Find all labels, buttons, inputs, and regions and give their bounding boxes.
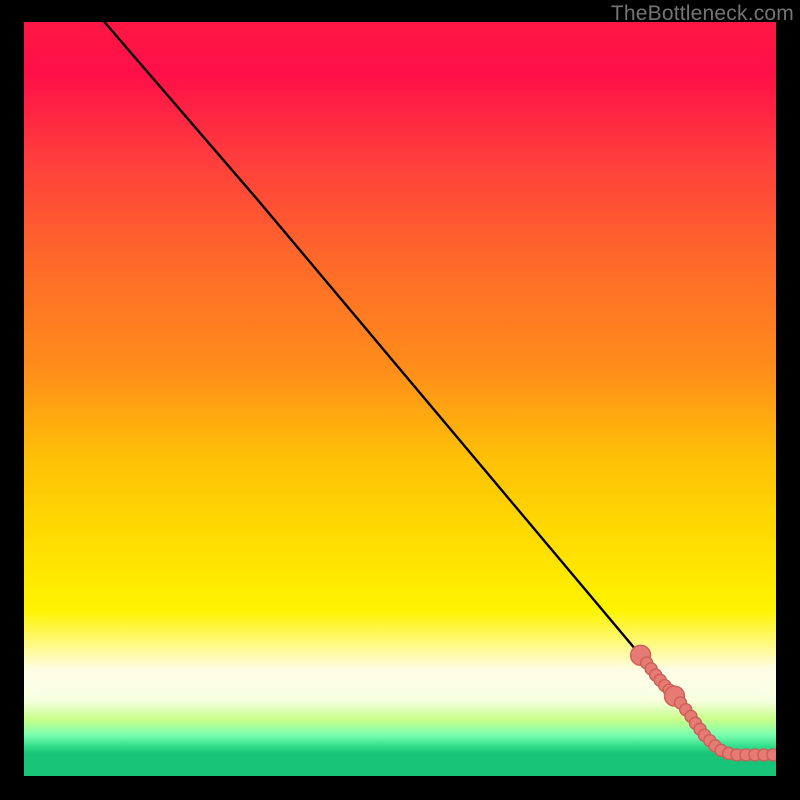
chart-plot-panel (24, 22, 776, 776)
watermark-text: TheBottleneck.com (611, 2, 794, 26)
bottleneck-chart: TheBottleneck.com (0, 0, 800, 800)
chart-svg (0, 0, 800, 800)
